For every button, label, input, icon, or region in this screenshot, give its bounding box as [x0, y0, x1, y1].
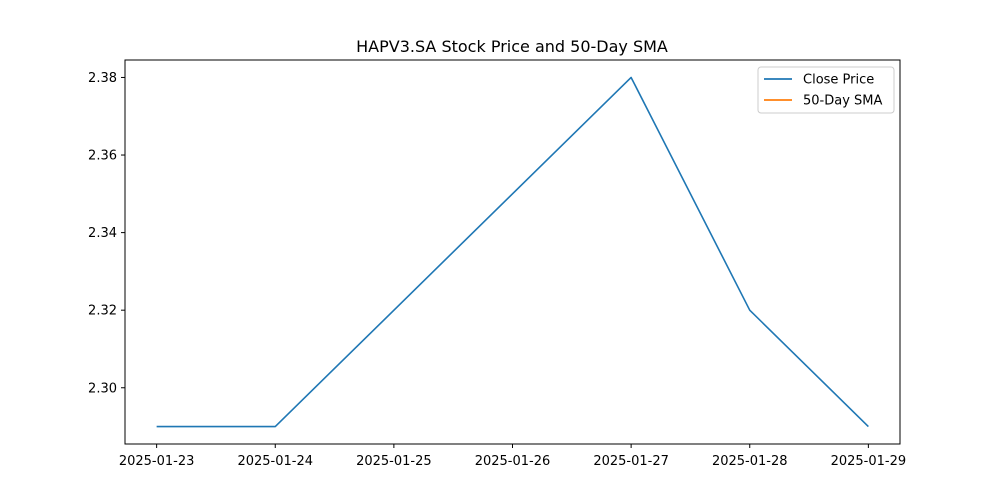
- y-tick-label: 2.30: [88, 381, 117, 396]
- plot-lines: [156, 76, 869, 428]
- y-tick-label: 2.34: [88, 226, 117, 241]
- x-tick-label: 2025-01-25: [356, 454, 432, 469]
- series-line-0: [156, 76, 869, 428]
- x-tick-label: 2025-01-28: [712, 454, 788, 469]
- x-tick-label: 2025-01-29: [831, 454, 907, 469]
- y-tick-label: 2.36: [88, 149, 117, 164]
- x-tick-label: 2025-01-27: [593, 454, 669, 469]
- legend: Close Price 50-Day SMA: [757, 66, 895, 114]
- plot-frame: [124, 59, 901, 445]
- x-tick-label: 2025-01-23: [119, 454, 195, 469]
- x-axis: 2025-01-23 2025-01-24 2025-01-25 2025-01-26…: [119, 444, 906, 469]
- x-tick-label: 2025-01-26: [475, 454, 551, 469]
- legend-label-0: Close Price: [803, 73, 874, 88]
- x-tick-label: 2025-01-24: [237, 454, 313, 469]
- legend-label-1: 50-Day SMA: [803, 94, 883, 109]
- chart-title: HAPV3.SA Stock Price and 50-Day SMA: [356, 37, 668, 56]
- y-tick-label: 2.38: [88, 71, 117, 86]
- y-tick-label: 2.32: [88, 304, 117, 319]
- y-axis: 2.30 2.32 2.34 2.36 2.38: [88, 71, 125, 396]
